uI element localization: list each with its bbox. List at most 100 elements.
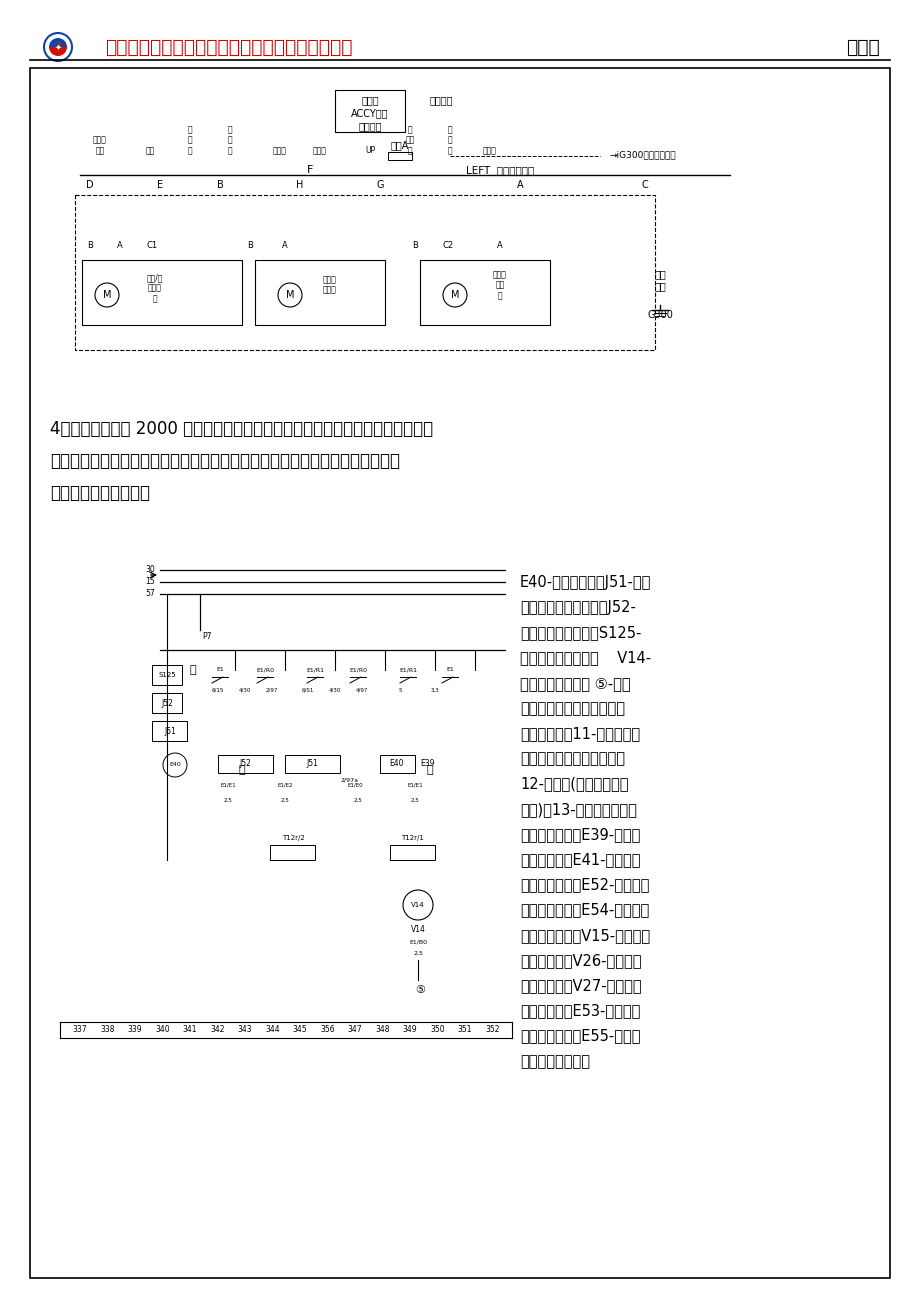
Text: B: B (87, 241, 93, 250)
Text: E40: E40 (390, 759, 403, 768)
Text: 347: 347 (347, 1026, 362, 1035)
Bar (388, 152, 412, 160)
Text: E1/B0: E1/B0 (409, 940, 426, 945)
Text: ⑬: ⑬ (426, 766, 433, 775)
Text: ACCY电路: ACCY电路 (351, 108, 389, 118)
Text: F: F (306, 165, 312, 174)
Text: 后高度
电动机: 后高度 电动机 (323, 275, 336, 294)
Text: 后高度: 后高度 (482, 146, 496, 155)
Text: 热继电器: 热继电器 (357, 121, 381, 132)
Text: T12r/2: T12r/2 (281, 835, 304, 841)
Text: B: B (412, 241, 417, 250)
Text: 升
后
座: 升 后 座 (448, 125, 452, 155)
Text: E1/E1: E1/E1 (407, 783, 423, 788)
Text: 343: 343 (237, 1026, 252, 1035)
Text: E1/E2: E1/E2 (277, 783, 292, 788)
Bar (82, 260, 242, 326)
Bar (152, 721, 187, 741)
Text: 升
后高
度: 升 后高 度 (405, 125, 414, 155)
Bar (380, 755, 414, 773)
Text: 前进/后
退电动
机: 前进/后 退电动 机 (147, 273, 163, 303)
Text: 情境四: 情境四 (845, 38, 879, 56)
Text: E1/R0: E1/R0 (348, 667, 367, 672)
Text: 340: 340 (155, 1026, 170, 1035)
Circle shape (45, 34, 71, 60)
Bar (420, 260, 550, 326)
Text: T12r/1: T12r/1 (401, 835, 424, 841)
Text: E39: E39 (420, 759, 434, 768)
Text: G300: G300 (646, 310, 672, 320)
Bar (255, 260, 384, 326)
Text: 349: 349 (403, 1026, 417, 1035)
Text: J52: J52 (161, 698, 173, 707)
Text: V14: V14 (410, 924, 425, 934)
Text: 348: 348 (375, 1026, 390, 1035)
Text: J52: J52 (239, 759, 251, 768)
Wedge shape (49, 38, 67, 47)
Text: P7: P7 (202, 631, 211, 641)
Text: 降
座
椅: 降 座 椅 (227, 125, 233, 155)
Text: D: D (86, 180, 94, 190)
Text: 电容A: 电容A (391, 141, 409, 150)
Text: V14: V14 (411, 902, 425, 907)
Text: ⑪: ⑪ (189, 665, 196, 674)
Text: 整个椅
后退: 整个椅 后退 (93, 135, 107, 155)
Text: A: A (282, 241, 288, 250)
Text: E40: E40 (169, 763, 181, 767)
Text: E40-摇窗机开关；J51-电动
车窗自动下降继电器；J52-
摇窗机延时继电器；S125-
电动摇窗机执保护器    V14-
左前车窗机电动机 ⑤-接地
点: E40-摇窗机开关；J51-电动 车窗自动下降继电器；J52- 摇窗机延时继电器… (519, 575, 651, 1069)
Text: E1/E0: E1/E0 (346, 783, 362, 788)
Text: B: B (216, 180, 223, 190)
Text: 337: 337 (73, 1026, 87, 1035)
Text: B: B (247, 241, 253, 250)
Text: G: G (376, 180, 383, 190)
Text: 4/97: 4/97 (356, 687, 368, 693)
Text: 前高度: 前高度 (312, 146, 326, 155)
Circle shape (278, 283, 301, 307)
Bar (335, 90, 404, 132)
Bar (30, 29, 889, 66)
Text: A: A (117, 241, 123, 250)
Text: 30: 30 (145, 565, 154, 574)
Bar (152, 693, 182, 713)
Circle shape (44, 33, 72, 61)
Text: ⑤: ⑤ (414, 986, 425, 995)
Text: 常通电: 常通电 (361, 95, 379, 105)
Text: C: C (641, 180, 648, 190)
Text: J51: J51 (306, 759, 318, 768)
Text: 2,5: 2,5 (410, 798, 419, 802)
Text: 3,3: 3,3 (430, 687, 439, 693)
Bar (285, 755, 340, 773)
Circle shape (443, 283, 467, 307)
Text: 左前
座椅: 左前 座椅 (653, 270, 665, 290)
Text: 2,5: 2,5 (353, 798, 362, 802)
Bar (390, 845, 435, 861)
Text: 6/S1: 6/S1 (301, 687, 314, 693)
Text: 前高度: 前高度 (273, 146, 287, 155)
Text: 前进: 前进 (145, 146, 154, 155)
Text: A: A (516, 180, 523, 190)
Text: ⑫: ⑫ (238, 766, 245, 775)
Text: 345: 345 (292, 1026, 307, 1035)
Text: E1/R0: E1/R0 (255, 667, 274, 672)
Text: 350: 350 (430, 1026, 444, 1035)
Text: 356: 356 (320, 1026, 335, 1035)
Text: 6/15: 6/15 (211, 687, 224, 693)
Text: C2: C2 (442, 241, 453, 250)
Text: C1: C1 (146, 241, 157, 250)
Text: 339: 339 (128, 1026, 142, 1035)
Text: E1: E1 (446, 667, 453, 672)
Text: 57: 57 (145, 590, 154, 599)
Text: E1/R1: E1/R1 (399, 667, 416, 672)
Text: ✦: ✦ (54, 43, 62, 52)
Text: 2,5: 2,5 (223, 798, 233, 802)
Text: 4．下图为桑塔纳 2000 轿车电动车窗的电路图，请结合课堂的讲解的内容，写出
该该车右后车窗控制电路的检测（即控制原理），分驾驶员控制和右后车门单独
控制两种: 4．下图为桑塔纳 2000 轿车电动车窗的电路图，请结合课堂的讲解的内容，写出 … (50, 421, 433, 503)
Circle shape (403, 891, 433, 921)
Text: E1/R1: E1/R1 (306, 667, 323, 672)
Text: E1/E1: E1/E1 (220, 783, 235, 788)
Text: 352: 352 (484, 1026, 499, 1035)
Text: 15: 15 (145, 578, 154, 586)
Text: 后
降
度: 后 降 度 (187, 125, 192, 155)
Text: 2/97a: 2/97a (341, 777, 358, 783)
Text: 2,5: 2,5 (280, 798, 289, 802)
Text: 4/30: 4/30 (239, 687, 251, 693)
